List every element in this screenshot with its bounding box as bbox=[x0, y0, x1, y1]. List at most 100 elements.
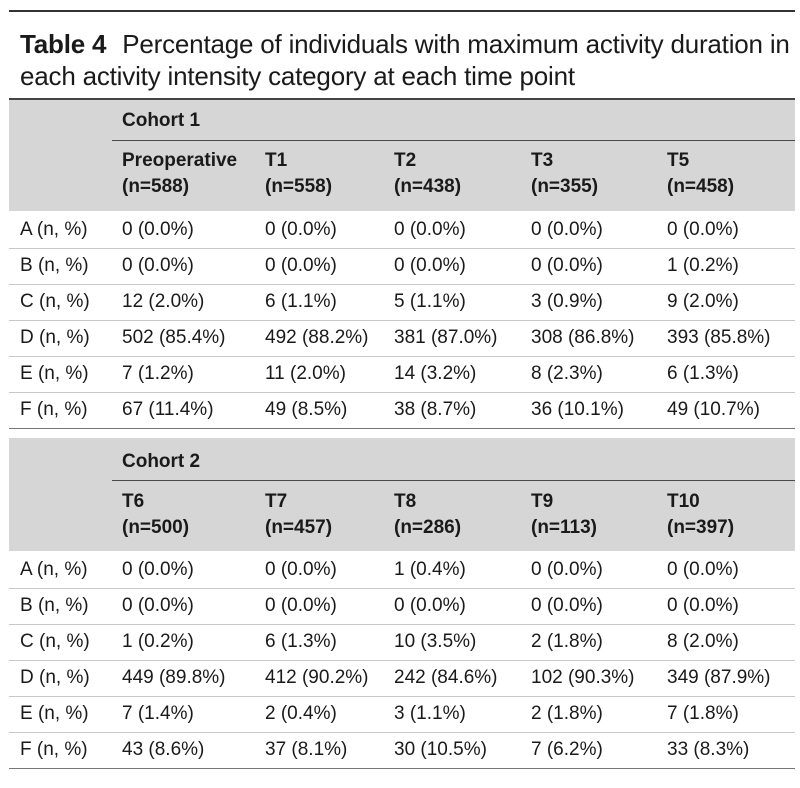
header-divider bbox=[112, 480, 795, 481]
table-row: E (n, %) 7 (1.4%) 2 (0.4%) 3 (1.1%) 2 (1… bbox=[9, 696, 795, 733]
table-cell: 0 (0.0%) bbox=[122, 219, 194, 240]
table-cell: 2 (1.8%) bbox=[531, 703, 603, 724]
column-name: T1 bbox=[265, 150, 288, 171]
column-n: (n=397) bbox=[667, 517, 735, 538]
column-n: (n=457) bbox=[265, 517, 333, 538]
table-cell: 2 (0.4%) bbox=[265, 703, 337, 724]
table-cell: 33 (8.3%) bbox=[667, 739, 750, 760]
column-header: T6 (n=500) bbox=[122, 489, 189, 541]
column-name: T7 bbox=[265, 491, 288, 512]
table-cell: 349 (87.9%) bbox=[667, 667, 771, 688]
column-header: T7 (n=457) bbox=[265, 489, 332, 541]
table-cell: 449 (89.8%) bbox=[122, 667, 226, 688]
table-cell: 49 (8.5%) bbox=[265, 399, 348, 420]
table-cell: 0 (0.0%) bbox=[265, 219, 337, 240]
table-row: C (n, %) 1 (0.2%) 6 (1.3%) 10 (3.5%) 2 (… bbox=[9, 624, 795, 661]
table-cell: 0 (0.0%) bbox=[122, 559, 194, 580]
column-name: T8 bbox=[394, 491, 417, 512]
table-cell: 9 (2.0%) bbox=[667, 291, 739, 312]
column-n: (n=438) bbox=[394, 176, 462, 197]
table-cell: 7 (1.4%) bbox=[122, 703, 194, 724]
table-cell: 0 (0.0%) bbox=[394, 595, 466, 616]
cohort-2-block: Cohort 2 T6 (n=500) T7 (n=457) T8 (n=286) T… bbox=[9, 438, 795, 778]
column-header: Preoperative (n=588) bbox=[122, 148, 237, 200]
table-cell: 7 (6.2%) bbox=[531, 739, 603, 760]
column-header: T5 (n=458) bbox=[667, 148, 734, 200]
row-label: C (n, %) bbox=[20, 291, 90, 312]
table-cell: 3 (0.9%) bbox=[531, 291, 603, 312]
column-name: T9 bbox=[531, 491, 554, 512]
table-row: F (n, %) 43 (8.6%) 37 (8.1%) 30 (10.5%) … bbox=[9, 732, 795, 769]
row-label: B (n, %) bbox=[20, 255, 89, 276]
table-cell: 1 (0.2%) bbox=[122, 631, 194, 652]
column-header: T9 (n=113) bbox=[531, 489, 597, 541]
table-cell: 0 (0.0%) bbox=[122, 595, 194, 616]
table-caption: Table 4 Percentage of individuals with ma… bbox=[9, 10, 795, 98]
table-cell: 102 (90.3%) bbox=[531, 667, 635, 688]
table-row: E (n, %) 7 (1.2%) 11 (2.0%) 14 (3.2%) 8 … bbox=[9, 356, 795, 393]
table-cell: 49 (10.7%) bbox=[667, 399, 760, 420]
row-label: A (n, %) bbox=[20, 219, 88, 240]
table-cell: 12 (2.0%) bbox=[122, 291, 205, 312]
table-cell: 6 (1.1%) bbox=[265, 291, 337, 312]
top-rule bbox=[9, 98, 795, 100]
row-label: D (n, %) bbox=[20, 667, 90, 688]
table-cell: 3 (1.1%) bbox=[394, 703, 466, 724]
table-cell: 10 (3.5%) bbox=[394, 631, 477, 652]
table-row: A (n, %) 0 (0.0%) 0 (0.0%) 0 (0.0%) 0 (0… bbox=[9, 212, 795, 249]
table-cell: 1 (0.4%) bbox=[394, 559, 466, 580]
table-cell: 7 (1.8%) bbox=[667, 703, 739, 724]
table-cell: 0 (0.0%) bbox=[667, 595, 739, 616]
table-cell: 393 (85.8%) bbox=[667, 327, 771, 348]
table-cell: 14 (3.2%) bbox=[394, 363, 477, 384]
row-label: A (n, %) bbox=[20, 559, 88, 580]
table-row: D (n, %) 502 (85.4%) 492 (88.2%) 381 (87… bbox=[9, 320, 795, 357]
column-n: (n=355) bbox=[531, 176, 599, 197]
table-cell: 308 (86.8%) bbox=[531, 327, 635, 348]
table-cell: 7 (1.2%) bbox=[122, 363, 194, 384]
table-number: Table 4 bbox=[20, 29, 107, 59]
column-name: T6 bbox=[122, 491, 145, 512]
table-cell: 0 (0.0%) bbox=[531, 219, 603, 240]
row-label: D (n, %) bbox=[20, 327, 90, 348]
table-cell: 67 (11.4%) bbox=[122, 399, 214, 420]
column-name: T3 bbox=[531, 150, 554, 171]
table-cell: 0 (0.0%) bbox=[667, 559, 739, 580]
column-header: T8 (n=286) bbox=[394, 489, 461, 541]
column-header: T3 (n=355) bbox=[531, 148, 598, 200]
table-cell: 242 (84.6%) bbox=[394, 667, 498, 688]
table-cell: 6 (1.3%) bbox=[265, 631, 337, 652]
column-name: T2 bbox=[394, 150, 417, 171]
table-cell: 5 (1.1%) bbox=[394, 291, 466, 312]
table-cell: 30 (10.5%) bbox=[394, 739, 487, 760]
table-cell: 492 (88.2%) bbox=[265, 327, 369, 348]
table-cell: 412 (90.2%) bbox=[265, 667, 369, 688]
table-cell: 11 (2.0%) bbox=[265, 363, 346, 384]
table-cell: 8 (2.0%) bbox=[667, 631, 739, 652]
column-n: (n=500) bbox=[122, 517, 190, 538]
table-cell: 0 (0.0%) bbox=[531, 255, 603, 276]
cohort-1-block: Cohort 1 Preoperative (n=588) T1 (n=558) T… bbox=[9, 98, 795, 438]
table-row: D (n, %) 449 (89.8%) 412 (90.2%) 242 (84… bbox=[9, 660, 795, 697]
table-row: A (n, %) 0 (0.0%) 0 (0.0%) 1 (0.4%) 0 (0… bbox=[9, 552, 795, 589]
row-label: E (n, %) bbox=[20, 363, 89, 384]
table-row: B (n, %) 0 (0.0%) 0 (0.0%) 0 (0.0%) 0 (0… bbox=[9, 588, 795, 625]
cohort-1-label: Cohort 1 bbox=[122, 110, 201, 131]
table-cell: 0 (0.0%) bbox=[531, 595, 603, 616]
column-name: T10 bbox=[667, 491, 700, 512]
cohort-2-label: Cohort 2 bbox=[122, 451, 201, 472]
table-cell: 381 (87.0%) bbox=[394, 327, 498, 348]
row-label: F (n, %) bbox=[20, 399, 88, 420]
table-row: C (n, %) 12 (2.0%) 6 (1.1%) 5 (1.1%) 3 (… bbox=[9, 284, 795, 321]
column-n: (n=286) bbox=[394, 517, 462, 538]
column-header: T1 (n=558) bbox=[265, 148, 332, 200]
row-label: E (n, %) bbox=[20, 703, 89, 724]
table-cell: 2 (1.8%) bbox=[531, 631, 603, 652]
column-n: (n=558) bbox=[265, 176, 333, 197]
column-n: (n=458) bbox=[667, 176, 735, 197]
table-cell: 38 (8.7%) bbox=[394, 399, 477, 420]
table-cell: 1 (0.2%) bbox=[667, 255, 739, 276]
table-cell: 36 (10.1%) bbox=[531, 399, 624, 420]
table-row: B (n, %) 0 (0.0%) 0 (0.0%) 0 (0.0%) 0 (0… bbox=[9, 248, 795, 285]
